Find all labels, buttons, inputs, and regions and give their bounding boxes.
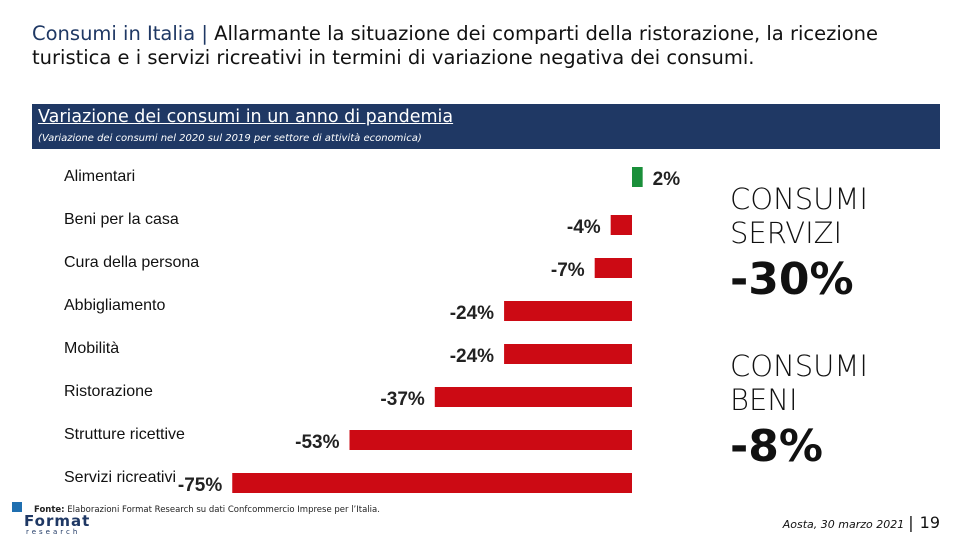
value-label-3: -24%: [450, 303, 494, 324]
footer: Aosta, 30 marzo 2021 | 19: [783, 513, 940, 532]
bar-4: [504, 344, 632, 364]
source-label: Fonte:: [34, 505, 65, 515]
bar-7: [232, 473, 632, 493]
logo-subtitle: research: [26, 528, 81, 536]
bar-0: [632, 167, 643, 187]
category-label-0: Alimentari: [64, 168, 135, 185]
chart-banner-subheading: (Variazione dei consumi nel 2020 sul 201…: [38, 133, 422, 144]
value-label-6: -53%: [295, 432, 339, 453]
source-note: Fonte: Elaborazioni Format Research su d…: [34, 505, 380, 515]
category-label-1: Beni per la casa: [64, 211, 179, 228]
value-label-7: -75%: [178, 475, 222, 496]
footer-place-date: Aosta, 30 marzo 2021: [782, 518, 905, 531]
source-text: Elaborazioni Format Research su dati Con…: [64, 505, 380, 515]
chart-banner: Variazione dei consumi in un anno di pan…: [32, 104, 940, 149]
kpi-goods-label-line1: CONSUMI: [730, 349, 868, 383]
page-title: Consumi in Italia | Allarmante la situaz…: [32, 22, 892, 70]
page-title-lead: Consumi in Italia |: [32, 22, 208, 45]
footer-separator: |: [908, 513, 914, 532]
page-number: 19: [919, 513, 940, 532]
kpi-services-label-line2: SERVIZI: [730, 216, 843, 250]
kpi-services-label: CONSUMI SERVIZI: [730, 182, 868, 250]
value-label-0: 2%: [653, 169, 681, 190]
kpi-goods-label: CONSUMI BENI: [730, 349, 868, 417]
value-label-1: -4%: [567, 217, 601, 238]
category-label-3: Abbigliamento: [64, 297, 166, 314]
value-label-4: -24%: [450, 346, 494, 367]
bar-3: [504, 301, 632, 321]
bar-1: [610, 215, 632, 235]
page-title-text: Allarmante la situazione dei comparti de…: [32, 22, 879, 69]
bar-chart: Alimentari 2% Beni per la casa -4% Cura dell…: [64, 167, 681, 496]
category-label-2: Cura della persona: [64, 254, 199, 271]
value-label-2: -7%: [551, 260, 585, 281]
logo-name: Format: [24, 512, 91, 530]
bar-6: [349, 430, 632, 450]
kpi-services-value: -30%: [730, 254, 854, 305]
kpi-goods-value: -8%: [730, 421, 823, 472]
category-label-4: Mobilità: [64, 340, 119, 357]
format-research-logo: Format research: [12, 502, 96, 536]
logo-square-icon: [12, 502, 22, 512]
kpi-goods-label-line2: BENI: [730, 383, 798, 417]
chart-banner-heading: Variazione dei consumi in un anno di pan…: [38, 107, 454, 127]
value-label-5: -37%: [380, 389, 424, 410]
category-label-7: Servizi ricreativi: [64, 469, 176, 486]
kpi-services-label-line1: CONSUMI: [730, 182, 868, 216]
category-label-6: Strutture ricettive: [64, 426, 185, 443]
bar-2: [594, 258, 632, 278]
bar-5: [434, 387, 632, 407]
category-label-5: Ristorazione: [64, 383, 153, 400]
